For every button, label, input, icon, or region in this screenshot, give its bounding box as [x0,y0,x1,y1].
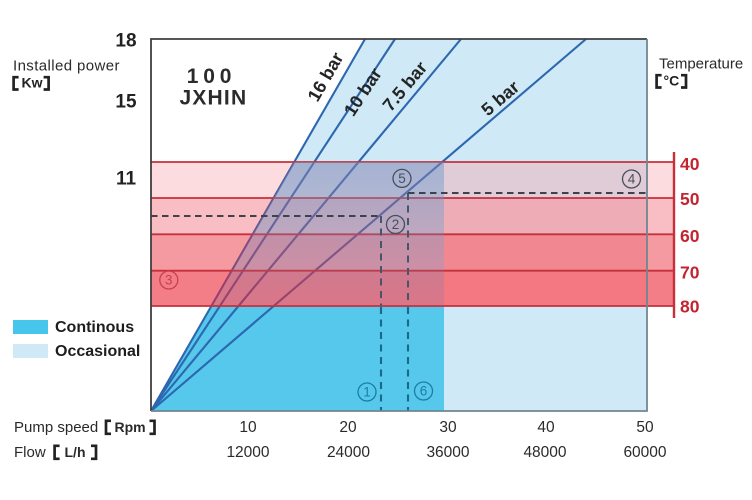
svg-text:5: 5 [398,171,406,186]
svg-text:Pump speed: Pump speed [14,419,98,436]
svg-text:24000: 24000 [327,444,370,461]
svg-text:4: 4 [628,172,636,187]
svg-text:2: 2 [392,217,400,232]
svg-text:Installed power: Installed power [13,58,120,75]
svg-text:L/h: L/h [65,444,86,460]
svg-text:Rpm: Rpm [115,419,146,435]
svg-text:Kw: Kw [22,75,43,91]
svg-text:JXHIN: JXHIN [179,86,247,109]
svg-text:18: 18 [115,31,136,52]
svg-text:Flow: Flow [14,444,46,461]
svg-text:80: 80 [680,297,700,317]
svg-text:50: 50 [680,189,700,209]
svg-text:1: 1 [363,385,371,400]
svg-text:100: 100 [187,65,236,88]
svg-text:60000: 60000 [623,444,666,461]
svg-text:6: 6 [420,384,428,399]
svg-text:48000: 48000 [523,444,566,461]
svg-text:70: 70 [680,263,700,283]
svg-text:20: 20 [339,419,357,436]
svg-text:40: 40 [680,154,700,174]
svg-text:12000: 12000 [226,444,269,461]
svg-text:15: 15 [115,92,137,113]
svg-text:Occasional: Occasional [55,343,140,360]
svg-text:60: 60 [680,226,700,246]
svg-text:40: 40 [537,419,555,436]
svg-text:36000: 36000 [426,444,469,461]
svg-text:°C: °C [664,73,680,89]
svg-text:50: 50 [636,419,654,436]
svg-text:11: 11 [116,169,137,190]
svg-text:Temperature: Temperature [659,55,743,72]
svg-text:3: 3 [165,273,173,288]
svg-text:Continous: Continous [55,319,134,336]
svg-text:10: 10 [239,419,257,436]
svg-text:30: 30 [439,419,457,436]
